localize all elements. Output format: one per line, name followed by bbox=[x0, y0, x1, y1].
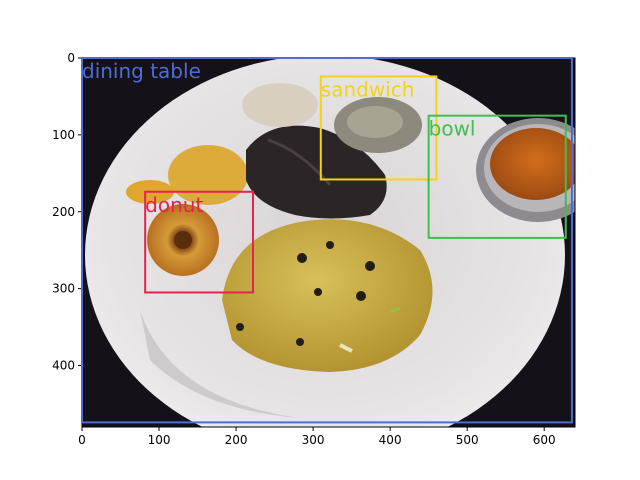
plate-shadow bbox=[140, 310, 300, 418]
y-tick-label: 0 bbox=[67, 51, 75, 65]
axis-ticks: 0 100 200 300 400 500 600 0 100 200 300 400 bbox=[52, 51, 556, 447]
y-tick-label: 300 bbox=[52, 282, 75, 296]
y-tick-label: 200 bbox=[52, 205, 75, 219]
x-tick-label: 0 bbox=[78, 433, 86, 447]
food-photo bbox=[82, 58, 575, 427]
x-tick-label: 200 bbox=[225, 433, 248, 447]
bowl-label: bowl bbox=[429, 117, 476, 141]
detection-boxes: dining table sandwich bowl donut bbox=[81, 57, 573, 424]
vada-fritters bbox=[126, 145, 248, 276]
sandwich-label: sandwich bbox=[321, 77, 415, 101]
x-tick-label: 400 bbox=[379, 433, 402, 447]
x-tick-label: 100 bbox=[148, 433, 171, 447]
donut-label: donut bbox=[145, 193, 203, 217]
dining-table-bbox bbox=[81, 57, 573, 424]
steel-bowl bbox=[476, 118, 575, 222]
x-tick-label: 600 bbox=[533, 433, 556, 447]
donut-bbox bbox=[144, 190, 255, 294]
sandwich-food bbox=[242, 83, 422, 153]
x-tick-label: 300 bbox=[302, 433, 325, 447]
y-tick-label: 100 bbox=[52, 128, 75, 142]
upma-pile bbox=[222, 219, 433, 372]
sandwich-bbox bbox=[319, 75, 438, 181]
y-tick-label: 400 bbox=[52, 359, 75, 373]
dining-table-label: dining table bbox=[82, 59, 201, 83]
x-tick-label: 500 bbox=[456, 433, 479, 447]
bowl-bbox bbox=[427, 114, 567, 239]
